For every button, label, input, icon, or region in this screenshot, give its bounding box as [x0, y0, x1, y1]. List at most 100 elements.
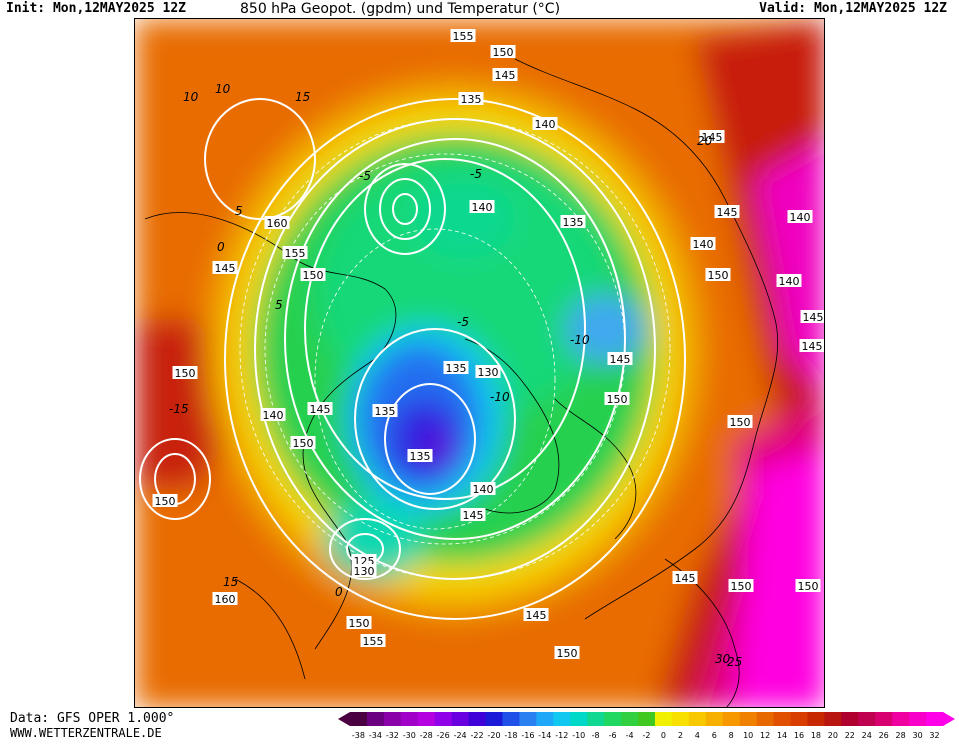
colorbar-swatch	[468, 712, 487, 726]
colorbar-swatch	[739, 712, 758, 726]
svg-text:145: 145	[463, 509, 484, 522]
colorbar-tick-label: -18	[504, 731, 517, 740]
svg-text:150: 150	[557, 647, 578, 660]
colorbar-swatch	[383, 712, 402, 726]
svg-text:150: 150	[798, 580, 819, 593]
geopotential-label: 150	[554, 646, 580, 660]
geopotential-label: 145	[800, 310, 824, 324]
geopotential-label: 150	[346, 616, 372, 630]
svg-text:145: 145	[717, 206, 738, 219]
svg-text:145: 145	[310, 403, 331, 416]
geopotential-label: 135	[560, 215, 586, 229]
colorbar-tick-label: 22	[845, 731, 855, 740]
colorbar-tick-label: -28	[420, 731, 433, 740]
colorbar-swatch	[807, 712, 825, 726]
svg-text:140: 140	[472, 201, 493, 214]
colorbar-swatch	[841, 712, 859, 726]
init-time: Init: Mon,12MAY2025 12Z	[6, 1, 187, 16]
geopotential-label: 140	[532, 117, 558, 131]
temperature-label: 10	[183, 90, 199, 104]
colorbar-swatch	[756, 712, 775, 726]
temperature-label: -5	[359, 169, 371, 183]
geopotential-label: 145	[714, 205, 740, 219]
colorbar-tick-label: 30	[912, 731, 922, 740]
temperature-label: -5	[470, 167, 482, 181]
svg-text:135: 135	[410, 450, 431, 463]
valid-time: Valid: Mon,12MAY2025 12Z	[759, 1, 947, 16]
colorbar-swatch	[654, 712, 673, 726]
svg-text:150: 150	[303, 269, 324, 282]
colorbar-left-arrow	[338, 712, 350, 726]
colorbar-swatch	[366, 712, 385, 726]
svg-text:140: 140	[535, 118, 556, 131]
colorbar-tick-label: -24	[454, 731, 467, 740]
svg-text:155: 155	[453, 30, 474, 43]
colorbar-tick-label: -6	[609, 731, 617, 740]
colorbar-swatch	[451, 712, 470, 726]
colorbar-tick-label: 6	[712, 731, 717, 740]
geopotential-label: 140	[690, 237, 716, 251]
geopotential-label: 140	[470, 482, 496, 496]
colorbar-swatch	[926, 712, 944, 726]
svg-text:135: 135	[446, 362, 467, 375]
svg-text:145: 145	[803, 311, 824, 324]
svg-text:150: 150	[607, 393, 628, 406]
temperature-colorbar: -38 -34 -32 -30 -28 -26 -24 -22 -20 -18 -16 -14 -12-…	[336, 710, 957, 740]
colorbar-swatch	[434, 712, 453, 726]
colorbar-swatch	[536, 712, 554, 726]
colorbar-tick-label: -26	[437, 731, 450, 740]
colorbar-swatch	[519, 712, 537, 726]
colorbar-swatch	[638, 712, 656, 726]
colorbar-tick-label: 0	[661, 731, 666, 740]
geopotential-label: 150	[705, 268, 731, 282]
colorbar-swatch	[824, 712, 842, 726]
weather-map: 155 150 145 135 140 145 160 155 150 145 140 135 140 1…	[134, 18, 825, 708]
colorbar-swatch	[400, 712, 419, 726]
temperature-label: 0	[335, 585, 343, 599]
colorbar-tick-label: -8	[592, 731, 600, 740]
colorbar-tick-label: -38	[352, 731, 365, 740]
colorbar-swatch	[621, 712, 639, 726]
svg-text:145: 145	[675, 572, 696, 585]
geopotential-label: 135	[443, 361, 469, 375]
svg-text:145: 145	[526, 609, 547, 622]
geopotential-label: 150	[727, 415, 753, 429]
geopotential-label: 160	[212, 592, 238, 606]
geopotential-label: 155	[360, 634, 386, 648]
geopotential-label: 135	[458, 92, 484, 106]
colorbar-swatch	[502, 712, 520, 726]
geopotential-label: 145	[492, 68, 518, 82]
temperature-label: 5	[275, 298, 283, 312]
temperature-label: -10	[570, 333, 590, 347]
geopotential-label: 140	[260, 408, 286, 422]
colorbar-tick-label: -22	[471, 731, 484, 740]
colorbar-tick-label: -10	[572, 731, 585, 740]
geopotential-label: 145	[799, 339, 824, 353]
colorbar-tick-label: 10	[743, 731, 753, 740]
colorbar-swatch	[722, 712, 741, 726]
geopotential-label: 150	[152, 494, 178, 508]
svg-text:145: 145	[215, 262, 236, 275]
geopotential-label: 155	[450, 29, 476, 43]
svg-text:140: 140	[693, 238, 714, 251]
svg-text:145: 145	[802, 340, 823, 353]
colorbar-tick-label: 12	[760, 731, 770, 740]
temperature-label: 30	[715, 652, 731, 666]
svg-text:150: 150	[293, 437, 314, 450]
map-title: 850 hPa Geopot. (gpdm) und Temperatur (°…	[240, 1, 561, 17]
geopotential-label: 140	[469, 200, 495, 214]
colorbar-tick-label: 8	[729, 731, 734, 740]
geopotential-label: 145	[607, 352, 633, 366]
colorbar-tick-label: 16	[794, 731, 804, 740]
colorbar-tick-label: 18	[811, 731, 821, 740]
colorbar-tick-label: 28	[896, 731, 906, 740]
colorbar-swatch	[909, 712, 927, 726]
geopotential-contours	[139, 98, 686, 620]
colorbar-tick-label: -12	[555, 731, 568, 740]
temperature-label: 10	[215, 82, 231, 96]
svg-text:150: 150	[349, 617, 370, 630]
svg-text:155: 155	[363, 635, 384, 648]
temperature-contours	[239, 118, 671, 580]
geopotential-label: 130	[475, 365, 501, 379]
geopotential-label: 145	[523, 608, 549, 622]
